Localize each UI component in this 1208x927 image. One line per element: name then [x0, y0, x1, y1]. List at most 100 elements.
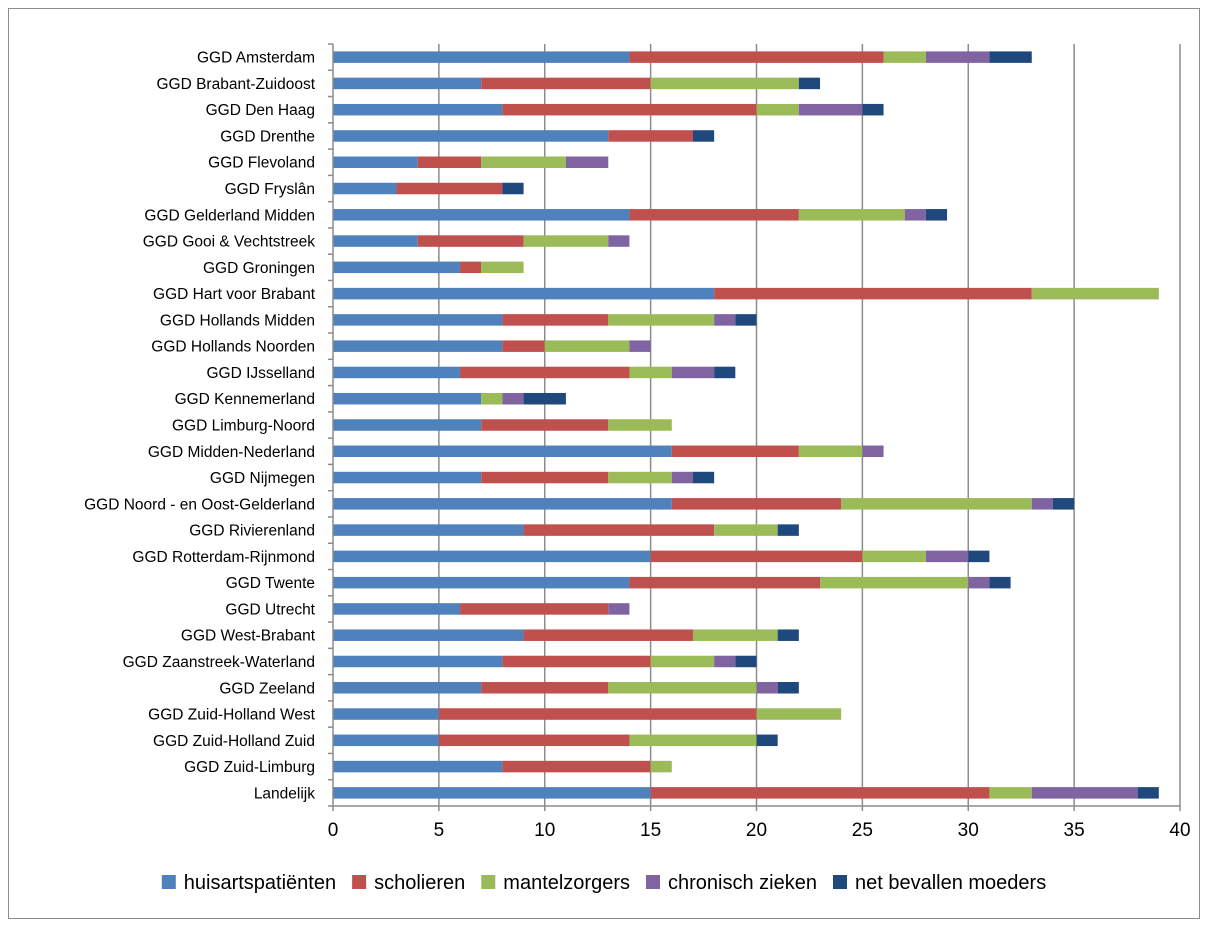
bar-segment-2 [417, 156, 482, 168]
bar-segment-5 [692, 130, 715, 142]
bar-segment-1 [333, 471, 482, 484]
bar-segment-5 [968, 550, 990, 563]
bar-segment-1 [333, 182, 397, 195]
bar-segment-1 [333, 524, 524, 536]
bar-segment-2 [460, 366, 630, 379]
bar-segment-2 [714, 287, 1032, 300]
bar-segment-1 [333, 103, 503, 116]
bar-segment-1 [333, 77, 482, 90]
bar-segment-3 [481, 261, 524, 274]
legend-item-5: net bevallen moeders [832, 872, 1046, 894]
category-label: GGD IJsselland [206, 365, 315, 382]
category-label: GGD Drenthe [220, 128, 315, 145]
category-label: GGD Gelderland Midden [144, 207, 315, 224]
bar-segment-5 [756, 734, 778, 747]
category-label: GGD Limburg-Noord [172, 418, 315, 435]
bar-segment-3 [608, 419, 672, 431]
x-tick-label-5: 5 [434, 820, 445, 841]
bar-segment-1 [333, 130, 609, 142]
legend-label: scholieren [374, 872, 465, 894]
bar-segment-5 [692, 471, 715, 484]
bar-segment-2 [481, 682, 609, 694]
bar-segment-2 [502, 103, 757, 116]
bar-segment-1 [333, 419, 482, 431]
category-label: GGD Hart voor Brabant [153, 286, 316, 303]
bar-segment-1 [333, 787, 651, 799]
bar-segment-3 [608, 314, 715, 326]
category-label: GGD Flevoland [208, 155, 315, 172]
bar-segment-3 [756, 103, 799, 116]
bar-segment-3 [798, 209, 905, 221]
bar-segment-1 [333, 340, 503, 352]
x-tick-label-15: 15 [640, 820, 661, 841]
category-label: GGD Zeeland [219, 680, 315, 697]
bar-segment-2 [523, 524, 715, 536]
bar-segment-5 [1137, 787, 1159, 799]
bars [333, 51, 1159, 799]
bar-segment-2 [481, 471, 609, 484]
x-tick-label-20: 20 [746, 820, 767, 841]
category-label: GGD Brabant-Zuidoost [156, 76, 315, 93]
bar-segment-5 [989, 576, 1011, 589]
category-label: GGD Gooi & Vechtstreek [143, 234, 316, 251]
category-label: GGD Den Haag [206, 102, 315, 119]
bar-segment-1 [333, 760, 503, 773]
legend-label: mantelzorgers [503, 872, 630, 894]
x-tick-label-0: 0 [328, 820, 339, 841]
bar-segment-3 [544, 340, 630, 352]
bar-segment-1 [333, 209, 630, 221]
bar-segment-4 [629, 340, 651, 352]
bar-segment-3 [608, 682, 757, 694]
bar-segment-5 [777, 682, 799, 694]
bar-segment-2 [650, 787, 990, 799]
legend-item-2: scholieren [352, 872, 465, 894]
category-label: GGD Amsterdam [197, 50, 315, 67]
legend-swatch [832, 875, 847, 889]
bar-segment-4 [1031, 498, 1053, 510]
axes [328, 43, 1181, 811]
bar-segment-3 [820, 576, 969, 589]
category-label: GGD Nijmegen [210, 470, 315, 487]
bar-segment-3 [798, 445, 863, 458]
bar-segment-4 [756, 682, 778, 694]
bar-segment-3 [481, 392, 503, 405]
bar-segment-3 [756, 708, 842, 720]
bar-segment-1 [333, 550, 651, 563]
legend-swatch [352, 875, 367, 889]
bar-segment-1 [333, 314, 503, 326]
bar-segment-3 [481, 156, 566, 168]
legend-label: chronisch zieken [668, 872, 817, 894]
bar-segment-2 [481, 419, 609, 431]
bar-segment-2 [481, 77, 651, 90]
bar-segment-3 [608, 471, 672, 484]
bar-segment-1 [333, 498, 672, 510]
bar-segment-5 [735, 655, 757, 668]
bar-segment-3 [629, 366, 672, 379]
bar-segment-3 [650, 760, 672, 773]
bar-segment-4 [671, 366, 715, 379]
bar-segment-3 [692, 629, 778, 641]
bar-segment-2 [671, 445, 799, 458]
category-label: GGD Rotterdam-Rijnmond [132, 549, 315, 566]
bar-segment-1 [333, 576, 630, 589]
bar-segment-4 [714, 655, 736, 668]
x-tick-labels: 0 5 10 15 20 25 30 35 40 [328, 820, 1191, 841]
bar-segment-3 [714, 524, 778, 536]
bar-segment-4 [904, 209, 926, 221]
bar-segment-2 [417, 235, 524, 247]
category-label: GGD Zuid-Holland Zuid [153, 733, 315, 750]
category-label: GGD Kennemerland [175, 391, 315, 408]
category-label: GGD Groningen [203, 260, 315, 277]
bar-segment-4 [925, 550, 969, 563]
bar-segment-2 [502, 340, 545, 352]
bar-segment-4 [968, 576, 990, 589]
x-tick-label-10: 10 [534, 820, 555, 841]
bar-segment-2 [629, 51, 884, 63]
bar-segment-1 [333, 629, 524, 641]
bar-segment-2 [629, 209, 799, 221]
bar-segment-5 [502, 182, 524, 195]
bar-segment-3 [629, 734, 757, 747]
legend-item-3: mantelzorgers [481, 872, 630, 894]
bar-segment-5 [777, 524, 799, 536]
bar-segment-3 [650, 77, 799, 90]
